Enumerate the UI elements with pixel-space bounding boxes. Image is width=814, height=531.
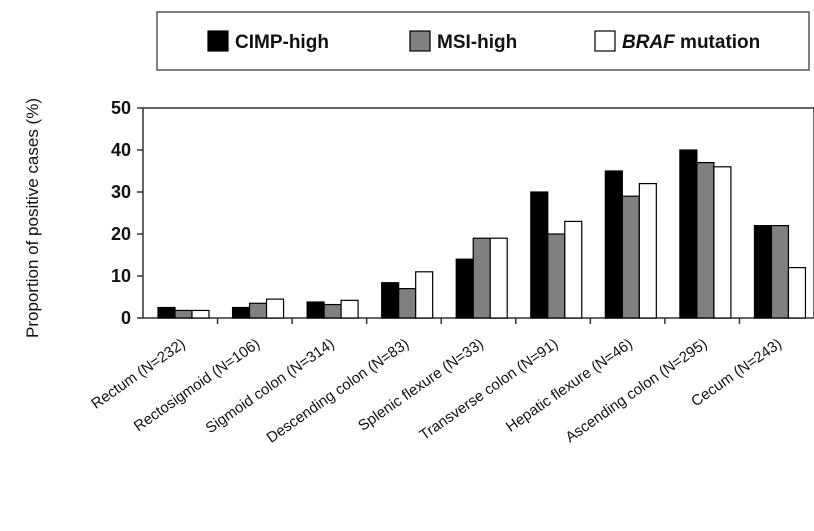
category-label: Rectosigmoid (N=106) xyxy=(131,335,263,435)
bar-braf-mutation xyxy=(340,299,359,319)
category-label: Descending colon (N=83) xyxy=(263,335,412,446)
legend-label-msi-high: MSI-high xyxy=(437,32,517,53)
category-label: Sigmoid colon (N=314) xyxy=(203,335,338,437)
bar-cimp-high xyxy=(753,225,773,319)
y-axis-label: Proportion of positive cases (%) xyxy=(23,98,42,338)
bar-braf-mutation xyxy=(265,298,285,319)
bar-msi-high xyxy=(398,288,417,319)
bar-msi-high xyxy=(323,303,342,319)
legend: CIMP-high MSI-high BRAF mutation xyxy=(156,11,810,71)
bar-braf-mutation xyxy=(638,183,657,319)
category-label: Hepatic flexure (N=46) xyxy=(503,335,636,435)
y-tick-label: 20 xyxy=(111,224,131,244)
bar-cimp-high xyxy=(679,149,698,319)
bar-braf-mutation xyxy=(489,237,508,319)
bar-braf-mutation xyxy=(713,166,732,319)
bar-msi-high xyxy=(472,237,491,319)
legend-swatch-msi-high xyxy=(409,30,431,52)
bar-cimp-high xyxy=(157,306,176,319)
bar-cimp-high xyxy=(306,301,325,319)
bar-msi-high xyxy=(770,225,790,319)
legend-frame xyxy=(156,11,810,71)
y-tick-label: 10 xyxy=(111,266,131,286)
bar-braf-mutation xyxy=(564,220,583,319)
bar-cimp-high xyxy=(530,191,549,319)
bar-cimp-high xyxy=(231,306,251,319)
legend-label-braf-rest: mutation xyxy=(675,32,761,53)
x-axis xyxy=(216,318,741,324)
bar-braf-mutation xyxy=(787,267,807,319)
bar-cimp-high xyxy=(604,170,623,319)
bar-cimp-high xyxy=(455,258,474,319)
legend-swatch-braf-mutation xyxy=(594,30,616,52)
category-label: Ascending colon (N=295) xyxy=(562,335,710,446)
bar-msi-high xyxy=(621,195,640,319)
y-tick-label: 0 xyxy=(121,308,131,328)
bar-cimp-high xyxy=(381,282,400,319)
bars xyxy=(157,149,807,319)
legend-label-cimp-high: CIMP-high xyxy=(235,32,329,53)
category-labels: Rectum (N=232)Rectosigmoid (N=106)Sigmoi… xyxy=(88,335,785,446)
y-tick-label: 40 xyxy=(111,140,131,160)
category-label: Splenic flexure (N=33) xyxy=(355,335,487,434)
y-tick-label: 30 xyxy=(111,182,131,202)
category-label: Transverse colon (N=91) xyxy=(416,335,561,444)
bar-braf-mutation xyxy=(415,271,434,319)
legend-swatch-cimp-high xyxy=(207,30,229,52)
legend-label-braf-mutation: BRAF mutation xyxy=(622,32,760,53)
bar-braf-mutation xyxy=(191,309,210,319)
bar-msi-high xyxy=(547,233,566,319)
legend-label-braf-italic: BRAF xyxy=(622,32,676,53)
y-axis: 0 10 20 30 40 50 xyxy=(111,98,143,328)
y-tick-label: 50 xyxy=(111,98,131,118)
bar-msi-high xyxy=(174,309,193,319)
bar-msi-high xyxy=(248,302,268,319)
bar-msi-high xyxy=(696,162,715,319)
